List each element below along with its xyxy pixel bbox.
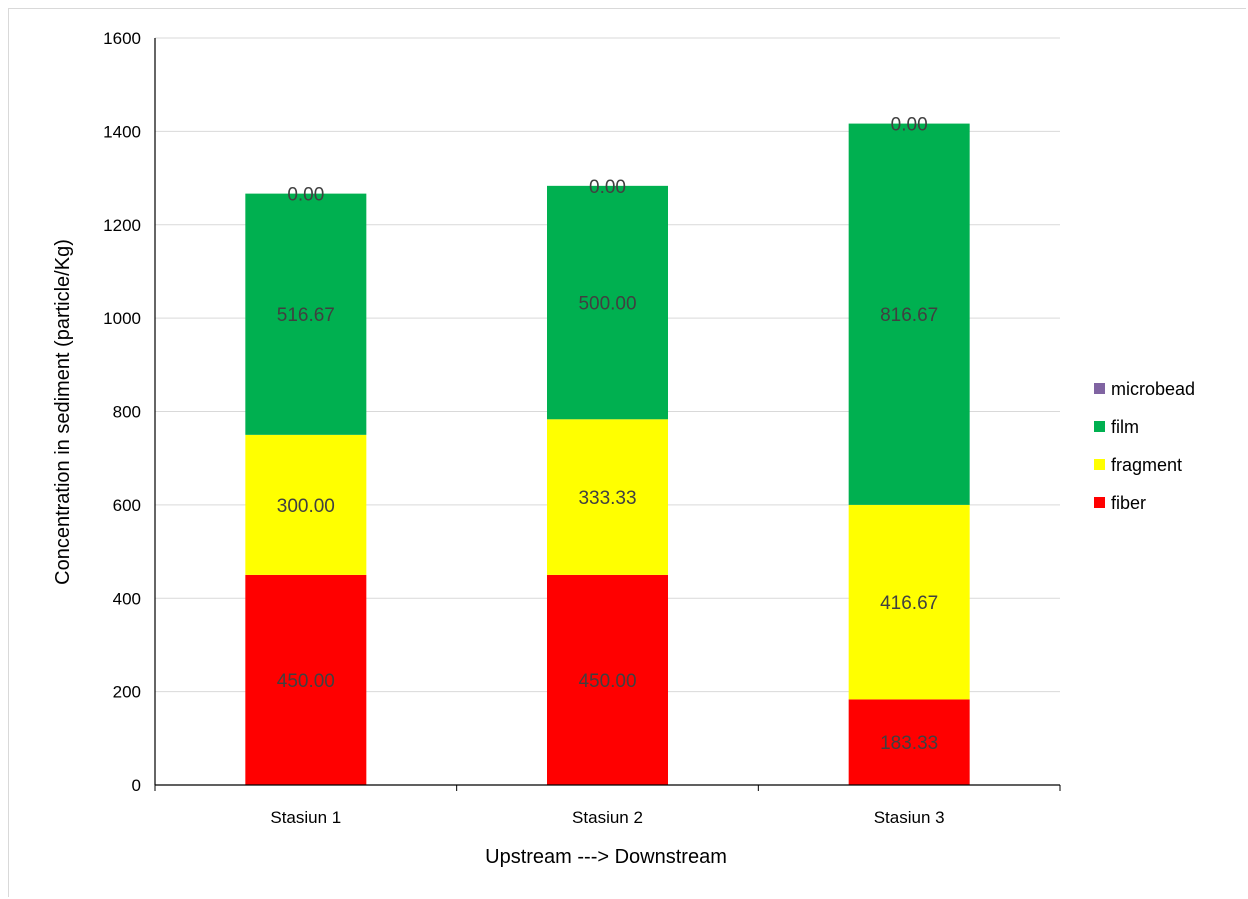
y-tick-label: 1600 (103, 29, 141, 48)
y-tick-label: 200 (113, 683, 141, 702)
y-tick-label: 400 (113, 589, 141, 608)
bar-segment-film (848, 123, 970, 505)
bar-segment-fragment (245, 434, 367, 575)
data-labels: 450.00 300.00 516.67 0.00 450.00 333.33 500.00… (277, 115, 938, 755)
y-tick-label: 600 (113, 496, 141, 515)
legend-swatch-microbead (1094, 383, 1105, 394)
data-label-microbead: 0.00 (287, 185, 324, 206)
y-tick-label: 0 (132, 776, 141, 795)
x-axis-title: Upstream ---> Downstream (485, 846, 727, 868)
axes: 0 200 400 600 800 1000 1200 1400 1600 Stasiun 1 St… (103, 29, 1061, 827)
data-label-film: 816.67 (880, 305, 938, 326)
bar-segment-fiber (848, 699, 970, 785)
data-label-microbead: 0.00 (891, 115, 928, 136)
data-label-fragment: 300.00 (277, 496, 335, 517)
data-label-fiber: 183.33 (880, 733, 938, 754)
legend-swatch-fragment (1094, 459, 1105, 470)
data-label-microbead: 0.00 (589, 177, 626, 198)
legend-label-fiber: fiber (1111, 493, 1146, 513)
y-tick-label: 800 (113, 403, 141, 422)
x-tick-label: Stasiun 1 (270, 808, 341, 827)
bar-segment-fiber (547, 574, 668, 785)
data-label-fragment: 333.33 (578, 488, 636, 509)
legend-swatch-fiber (1094, 497, 1105, 508)
legend-label-fragment: fragment (1111, 455, 1182, 475)
data-label-fiber: 450.00 (277, 671, 335, 692)
legend-swatch-film (1094, 421, 1105, 432)
legend: microbead film fragment fiber (1094, 379, 1195, 513)
y-tick-label: 1400 (103, 122, 141, 141)
data-label-film: 516.67 (277, 305, 335, 326)
bar-segment-film (547, 185, 668, 420)
bar-segment-fiber (245, 574, 367, 785)
y-tick-label: 1000 (103, 309, 141, 328)
x-tick-label: Stasiun 3 (874, 808, 945, 827)
data-label-film: 500.00 (578, 294, 636, 315)
chart-frame (8, 8, 1246, 897)
y-axis-title: Concentration in sediment (particle/Kg) (52, 239, 74, 585)
legend-label-microbead: microbead (1111, 379, 1195, 399)
bar-segment-fragment (547, 419, 668, 575)
bars (245, 123, 970, 785)
legend-label-film: film (1111, 417, 1139, 437)
y-tick-label: 1200 (103, 216, 141, 235)
data-label-fiber: 450.00 (578, 671, 636, 692)
bar-segment-film (245, 193, 367, 435)
x-tick-label: Stasiun 2 (572, 808, 643, 827)
data-label-fragment: 416.67 (880, 593, 938, 614)
bar-segment-fragment (848, 504, 970, 700)
